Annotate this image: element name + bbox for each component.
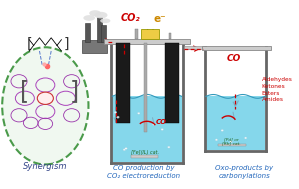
Bar xyxy=(112,96,181,162)
Bar xyxy=(135,29,138,39)
Text: CO: CO xyxy=(155,119,167,125)
Bar xyxy=(104,39,190,44)
Ellipse shape xyxy=(123,149,126,151)
Ellipse shape xyxy=(83,15,95,21)
Ellipse shape xyxy=(37,92,54,104)
Bar xyxy=(141,29,159,39)
Bar xyxy=(86,23,90,42)
Text: CO₂: CO₂ xyxy=(120,13,140,23)
Ellipse shape xyxy=(244,137,247,139)
Text: ]: ] xyxy=(70,79,79,103)
Bar xyxy=(165,43,179,123)
Ellipse shape xyxy=(117,116,119,118)
Text: Oxo-products by
carbonylations: Oxo-products by carbonylations xyxy=(215,165,273,179)
Ellipse shape xyxy=(167,146,170,148)
Bar xyxy=(101,25,106,42)
Bar xyxy=(97,17,102,42)
Bar xyxy=(184,46,205,49)
Text: Aldehydes
Ketones
Esters
Amides: Aldehydes Ketones Esters Amides xyxy=(262,77,293,102)
Text: e⁻: e⁻ xyxy=(153,14,166,24)
Ellipse shape xyxy=(230,141,232,143)
Text: CO production by
CO₂ electroreduction: CO production by CO₂ electroreduction xyxy=(107,165,180,179)
Bar xyxy=(218,144,246,146)
Ellipse shape xyxy=(125,147,127,149)
Ellipse shape xyxy=(215,139,218,141)
Ellipse shape xyxy=(100,19,110,23)
Bar xyxy=(206,96,265,150)
Ellipse shape xyxy=(152,123,155,125)
Bar xyxy=(116,43,130,123)
Text: [Fe](IL) cat.: [Fe](IL) cat. xyxy=(131,150,159,155)
Bar xyxy=(131,155,158,158)
Bar xyxy=(169,33,171,39)
Ellipse shape xyxy=(137,112,140,114)
Ellipse shape xyxy=(2,47,89,164)
Text: [: [ xyxy=(27,36,33,50)
Bar xyxy=(144,43,147,132)
Text: ]: ] xyxy=(63,36,69,50)
Bar xyxy=(82,40,107,53)
Text: [: [ xyxy=(20,79,30,103)
Bar xyxy=(202,46,271,50)
Text: [Pd] or
[Rh] cat.: [Pd] or [Rh] cat. xyxy=(222,137,240,146)
Ellipse shape xyxy=(161,128,164,130)
Ellipse shape xyxy=(114,111,117,113)
Text: CO: CO xyxy=(227,54,241,63)
Ellipse shape xyxy=(89,10,101,16)
Ellipse shape xyxy=(94,12,107,19)
Ellipse shape xyxy=(221,129,224,132)
Text: Synergism: Synergism xyxy=(23,162,68,171)
